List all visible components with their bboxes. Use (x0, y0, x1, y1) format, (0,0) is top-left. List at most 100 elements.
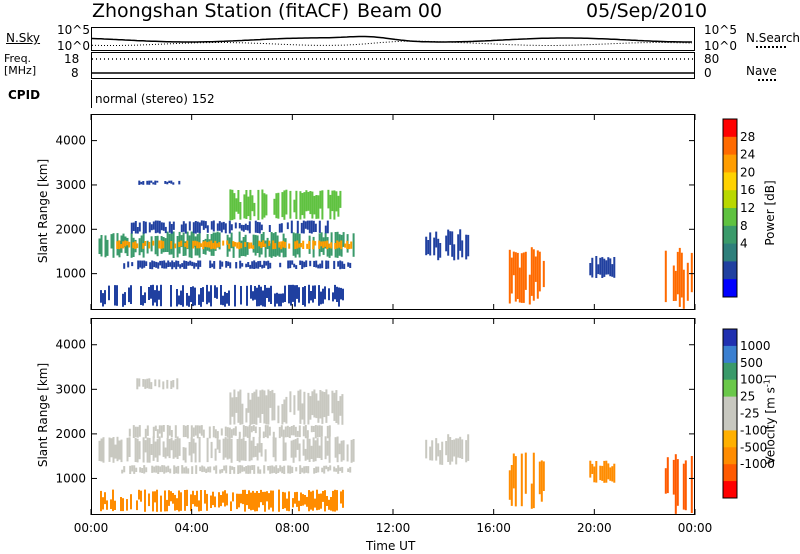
data-cell-0-1 (120, 244, 123, 249)
data-cell-0-10 (188, 295, 190, 307)
data-cell-1-4 (263, 465, 266, 474)
data-cell-1-9 (210, 495, 212, 508)
data-cell-0-5 (247, 262, 250, 267)
data-cell-0-5 (249, 264, 252, 269)
data-cell-0-4 (299, 191, 302, 220)
data-cell-0-2 (148, 222, 151, 233)
data-cell-1-4 (277, 468, 280, 473)
data-cell-1-9 (298, 500, 300, 512)
data-cell-0-4 (249, 189, 252, 221)
data-cell-1-1 (156, 429, 159, 439)
data-cell-0-5 (225, 261, 228, 268)
data-cell-0-7 (516, 252, 519, 299)
data-cell-0-10 (252, 291, 254, 301)
data-cell-1-3 (255, 389, 258, 425)
data-cell-1-9 (164, 490, 166, 512)
data-cell-0-2 (168, 221, 171, 233)
data-cell-0-1 (186, 240, 189, 249)
data-cell-1-9 (262, 491, 264, 506)
data-cell-0-5 (291, 260, 294, 265)
x-tick-label: 04:00 (174, 521, 209, 535)
data-cell-0-5 (325, 260, 328, 269)
data-cell-1-0 (352, 439, 355, 462)
data-cell-1-3 (339, 396, 342, 416)
data-cell-1-4 (173, 465, 176, 474)
data-cell-0-10 (290, 284, 292, 306)
data-cell-0-10 (216, 287, 218, 299)
data-cell-0-10 (268, 287, 270, 302)
freq-tick-top: 18 (64, 52, 80, 66)
data-cell-1-3 (337, 400, 340, 425)
data-cell-0-0 (226, 234, 229, 257)
data-cell-1-3 (285, 396, 288, 424)
data-cell-0-10 (190, 287, 192, 303)
data-cell-1-9 (316, 489, 318, 511)
nsky-label: N.Sky (6, 31, 41, 45)
data-cell-0-2 (256, 221, 259, 233)
colorbar-tick-label: -100 (740, 423, 767, 437)
data-cell-0-10 (322, 288, 324, 304)
data-cell-0-10 (200, 288, 202, 307)
data-cell-0-4 (229, 189, 232, 221)
data-cell-1-9 (166, 499, 168, 512)
data-cell-0-1 (262, 240, 265, 247)
data-cell-0-0 (122, 233, 125, 247)
data-cell-1-1 (258, 427, 261, 438)
data-cell-1-0 (326, 440, 329, 456)
data-cell-1-7 (601, 465, 604, 481)
data-cell-0-10 (222, 295, 224, 306)
data-cell-0-5 (333, 260, 336, 269)
data-cell-0-0 (266, 237, 269, 250)
colorbar-swatch (723, 190, 737, 209)
data-cell-1-0 (188, 442, 191, 456)
data-cell-1-3 (317, 400, 320, 423)
data-cell-1-6 (530, 483, 533, 509)
data-cell-1-0 (156, 439, 159, 462)
data-cell-0-0 (104, 235, 107, 258)
data-cell-1-0 (346, 444, 349, 462)
data-cell-0-10 (262, 290, 264, 307)
data-cell-1-1 (298, 425, 301, 438)
data-cell-0-0 (268, 243, 271, 257)
data-cell-0-1 (204, 240, 207, 247)
data-cell-1-2 (142, 379, 145, 387)
data-cell-0-3 (168, 180, 171, 183)
data-cell-0-0 (194, 236, 197, 256)
data-cell-1-0 (192, 438, 195, 454)
data-cell-1-2 (144, 379, 147, 389)
data-cell-0-4 (301, 193, 304, 216)
data-cell-1-4 (135, 467, 138, 472)
data-cell-1-0 (296, 437, 299, 450)
colorbar-swatch (723, 279, 737, 298)
data-cell-0-5 (195, 263, 198, 267)
data-cell-1-4 (233, 467, 236, 474)
data-cell-0-5 (259, 260, 262, 267)
data-cell-1-9 (314, 498, 316, 508)
data-cell-1-9 (232, 492, 234, 502)
data-cell-0-2 (202, 220, 205, 230)
data-cell-0-3 (172, 182, 175, 185)
data-cell-1-4 (273, 466, 276, 473)
data-cell-0-10 (194, 287, 196, 306)
data-cell-0-1 (338, 241, 341, 248)
data-cell-0-1 (340, 240, 343, 250)
data-cell-1-4 (281, 466, 284, 474)
data-cell-0-5 (241, 263, 244, 267)
data-cell-1-1 (328, 425, 331, 437)
data-cell-0-7 (522, 252, 525, 303)
data-cell-0-2 (152, 221, 155, 230)
data-cell-1-9 (260, 489, 262, 503)
data-cell-0-10 (276, 292, 278, 304)
data-cell-0-10 (288, 284, 290, 304)
data-cell-0-6 (459, 229, 462, 251)
data-cell-0-3 (146, 180, 149, 185)
data-cell-0-10 (256, 287, 258, 307)
data-cell-0-5 (219, 260, 222, 270)
data-cell-1-1 (194, 425, 197, 436)
data-cell-0-5 (213, 261, 216, 269)
data-cell-0-1 (272, 240, 275, 250)
data-cell-1-0 (340, 440, 343, 462)
data-cell-1-0 (244, 440, 247, 461)
data-cell-0-0 (232, 241, 235, 258)
